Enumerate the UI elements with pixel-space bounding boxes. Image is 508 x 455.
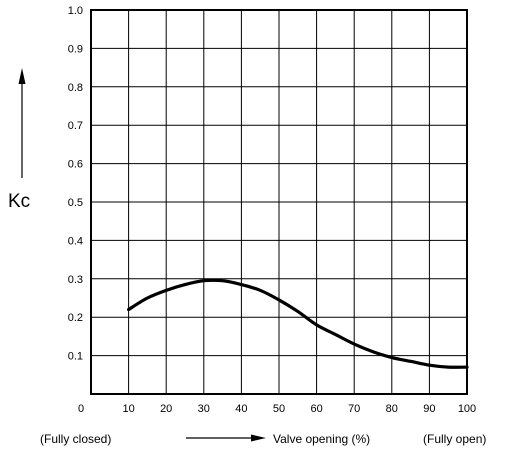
y-arrow-head (18, 68, 26, 84)
y-tick-label: 0.8 (68, 82, 83, 94)
y-tick-label: 0.7 (68, 120, 83, 132)
kc-curve (127, 278, 469, 369)
x-tick-label: 70 (348, 403, 360, 415)
x-tick-labels: 0 10 20 30 40 50 60 70 80 90 100 (78, 403, 476, 415)
y-tick-label: 0.5 (68, 197, 83, 209)
x-tick-label: 90 (423, 403, 435, 415)
y-axis-label: Kc (8, 191, 30, 212)
x-arrow-head (251, 434, 266, 442)
y-tick-label: 0.3 (68, 274, 83, 286)
y-tick-label: 0.1 (68, 351, 83, 363)
y-tick-label: 0.2 (68, 312, 83, 324)
x-tick-label: 50 (273, 403, 285, 415)
x-tick-label: 20 (160, 403, 172, 415)
x-tick-label: 0 (78, 403, 84, 415)
x-fully-closed-note: (Fully closed) (40, 432, 111, 446)
x-tick-label: 60 (310, 403, 322, 415)
plot-frame (90, 9, 468, 395)
x-fully-open-note: (Fully open) (423, 432, 486, 446)
y-tick-label: 0.6 (68, 159, 83, 171)
y-tick-label: 1.0 (68, 5, 83, 17)
x-axis-label: Valve opening (%) (273, 432, 370, 446)
y-tick-label: 0.9 (68, 43, 83, 55)
y-tick-label: 0.4 (68, 235, 83, 247)
x-tick-label: 80 (386, 403, 398, 415)
x-tick-label: 100 (458, 403, 476, 415)
x-tick-label: 30 (198, 403, 210, 415)
x-tick-label: 40 (235, 403, 247, 415)
x-tick-label: 10 (122, 403, 134, 415)
y-tick-labels: 0.1 0.2 0.3 0.4 0.5 0.6 0.7 0.8 0.9 1.0 (68, 5, 83, 363)
chart-grid (90, 9, 468, 395)
